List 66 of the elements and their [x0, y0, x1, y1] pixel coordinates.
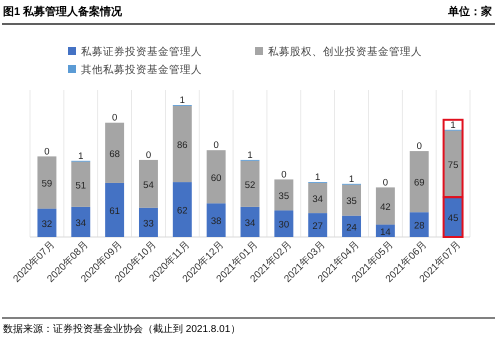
bar — [206, 150, 226, 204]
bar — [376, 187, 395, 225]
data-label: 35 — [278, 190, 290, 202]
data-label: 27 — [312, 221, 323, 232]
bar — [206, 203, 226, 237]
data-label: 28 — [414, 220, 425, 232]
data-label: 0 — [146, 150, 152, 161]
data-label: 0 — [44, 146, 50, 158]
data-label: 0 — [214, 140, 219, 152]
bar — [138, 160, 158, 208]
bar — [308, 213, 328, 237]
bar — [105, 122, 124, 183]
data-label: 0 — [281, 169, 286, 180]
chart-title: 图1 私募管理人备案情况 — [3, 5, 124, 18]
data-label: 34 — [75, 218, 86, 229]
data-label: 24 — [346, 222, 357, 234]
data-label: 60 — [210, 172, 222, 184]
source-note: 数据来源：证券投资基金业协会（截止到 2021.8.01） — [3, 323, 240, 335]
bar — [274, 210, 294, 237]
data-label: 34 — [244, 218, 256, 229]
data-label: 0 — [112, 112, 118, 124]
data-label: 61 — [109, 206, 120, 217]
bar — [342, 216, 362, 237]
data-label: 86 — [177, 140, 188, 151]
text: 单位：家 — [447, 5, 492, 18]
data-label: 1 — [247, 150, 253, 161]
data-label: 30 — [278, 220, 290, 231]
data-label: 1 — [180, 95, 185, 106]
data-label: 68 — [109, 148, 120, 160]
legend-label: 私募证券投资基金管理人 — [81, 45, 202, 58]
bar — [410, 151, 429, 212]
data-label: 35 — [346, 196, 357, 208]
bar — [71, 162, 90, 207]
bar — [172, 106, 192, 182]
data-label: 69 — [414, 178, 425, 189]
data-label: 75 — [448, 160, 458, 171]
bar — [274, 179, 294, 210]
data-label: 52 — [244, 180, 256, 191]
data-label: 62 — [177, 206, 188, 217]
bar — [240, 206, 260, 237]
data-label: 45 — [448, 213, 458, 224]
data-label: 38 — [210, 216, 222, 228]
bar — [308, 182, 328, 214]
data-label: 42 — [380, 202, 391, 213]
data-label: 1 — [450, 120, 456, 131]
data-label: 51 — [75, 180, 86, 192]
data-label: 0 — [416, 141, 422, 152]
data-label: 14 — [380, 226, 391, 238]
data-label: 1 — [78, 150, 84, 162]
bar — [138, 208, 158, 237]
bar — [37, 156, 56, 209]
data-label: 34 — [312, 194, 323, 206]
bar — [172, 182, 192, 237]
bar — [342, 184, 362, 216]
data-label: 59 — [42, 178, 52, 190]
data-label: 54 — [143, 180, 154, 191]
data-label: 33 — [143, 218, 154, 230]
bar — [105, 182, 124, 237]
data-label: 1 — [315, 172, 320, 184]
data-label: 0 — [382, 177, 388, 188]
data-label: 32 — [42, 218, 52, 230]
legend-label: 其他私募投资基金管理人 — [81, 63, 202, 76]
bar — [71, 206, 90, 237]
data-label: 1 — [348, 174, 354, 185]
bar — [37, 208, 56, 237]
bar — [240, 160, 260, 207]
